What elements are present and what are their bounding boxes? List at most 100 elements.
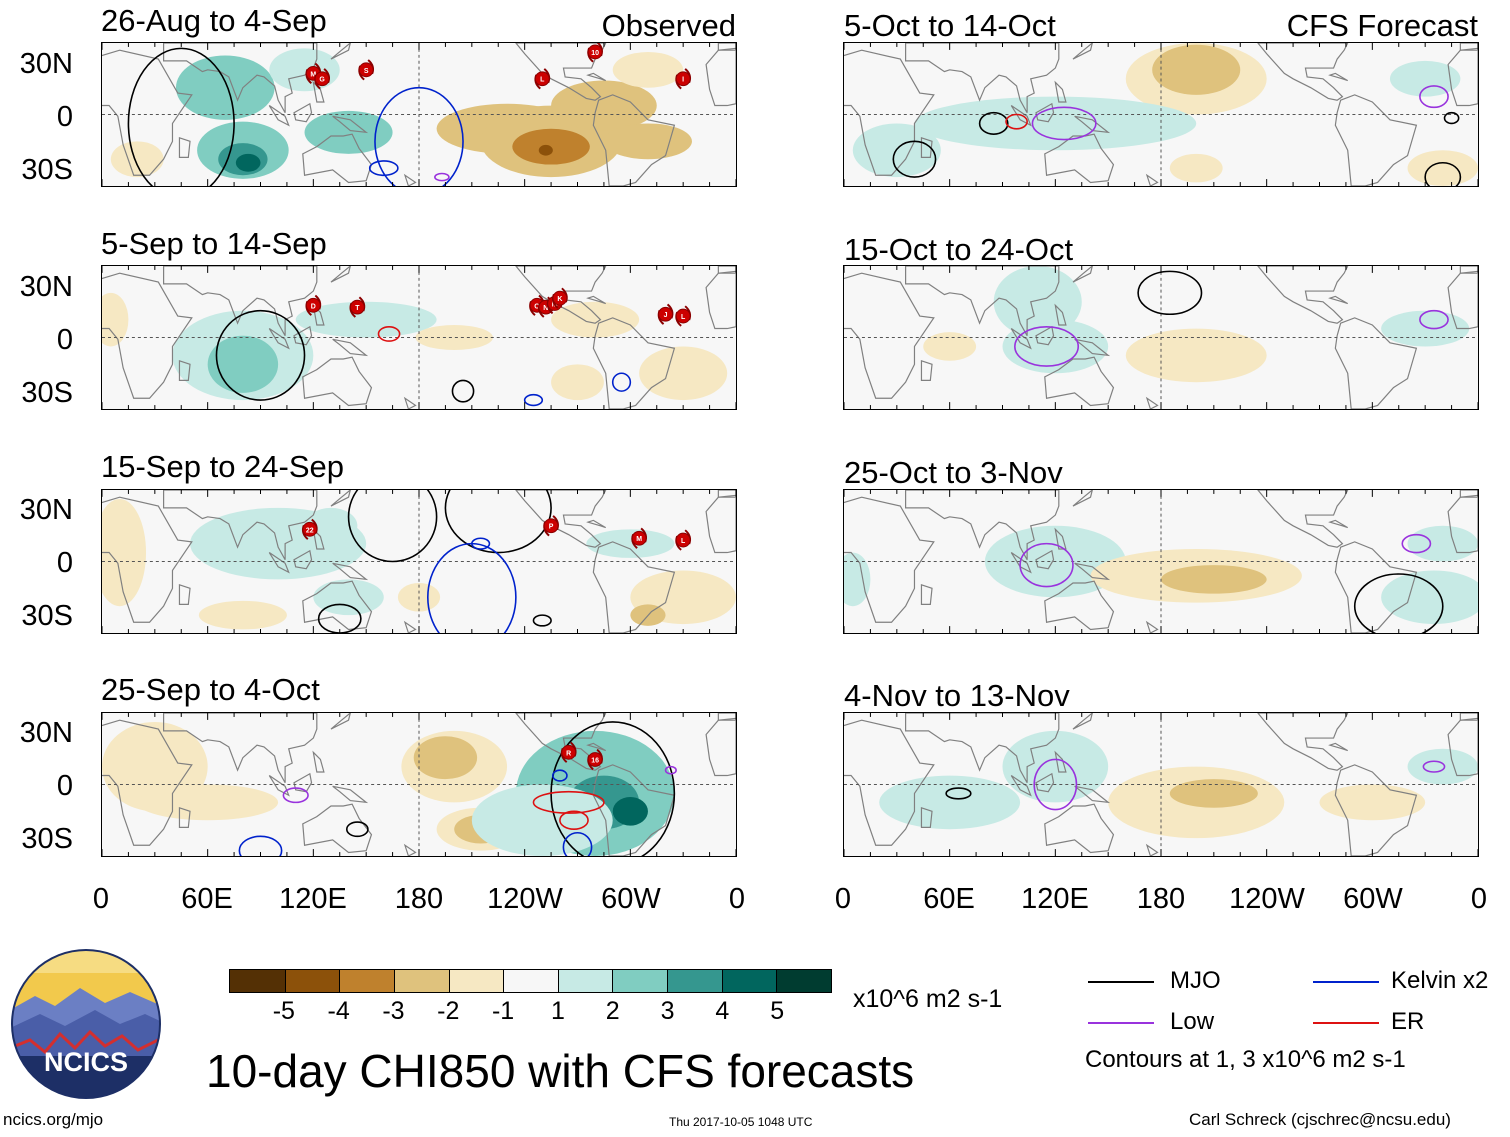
anomaly-shading — [1161, 565, 1267, 594]
storm-marker: R — [560, 741, 577, 763]
storm-label: R — [566, 750, 571, 757]
coastline — [178, 359, 191, 381]
anomaly-shading — [993, 266, 1082, 338]
panel-title-2: 5-Sep to 14-Sep — [101, 226, 327, 261]
coastline — [1010, 775, 1032, 797]
coastline — [844, 496, 935, 623]
coastline — [1257, 266, 1349, 324]
anomaly-shading — [1169, 779, 1258, 808]
contour-line — [377, 325, 401, 342]
coastline — [403, 843, 417, 856]
coastline — [1328, 72, 1349, 82]
coastline — [705, 272, 736, 330]
map-svg — [844, 490, 1478, 633]
contour-line — [559, 810, 589, 830]
coastline — [1447, 496, 1478, 554]
map-svg — [844, 43, 1478, 186]
lat-tick-30s: 30S — [21, 823, 73, 855]
coastline — [102, 496, 193, 623]
legend-kelvin-line — [1313, 981, 1379, 983]
coastline — [102, 272, 193, 399]
coastline — [1054, 80, 1067, 103]
anomaly-shading — [413, 736, 478, 780]
footer-url: ncics.org/mjo — [3, 1110, 104, 1129]
coastline — [302, 356, 373, 407]
coastline — [163, 713, 318, 784]
colorbar-swatch — [393, 970, 449, 992]
coastline — [268, 552, 290, 574]
coastline — [1447, 49, 1478, 107]
anomaly-shading — [198, 600, 287, 630]
contour-line — [1019, 542, 1074, 588]
anomaly-shading — [471, 784, 613, 856]
contour-line — [1033, 758, 1078, 811]
coastline — [920, 359, 933, 381]
colorbar-swatch — [448, 970, 504, 992]
coastline — [920, 136, 933, 158]
coastline — [163, 490, 318, 561]
storm-label: O — [534, 303, 540, 310]
storm-marker: 16 — [587, 748, 603, 771]
contour-line — [552, 769, 568, 782]
storm-marker: L — [534, 68, 551, 90]
map-panel-7 — [843, 489, 1479, 634]
storm-marker: J — [657, 303, 674, 325]
storm-marker: M — [631, 527, 647, 549]
coastline — [1145, 396, 1159, 409]
contour-line — [215, 309, 306, 401]
anomaly-shading — [304, 110, 393, 154]
coastline — [403, 396, 417, 409]
coastline — [1334, 764, 1418, 856]
coastline — [1447, 719, 1478, 777]
contour-line — [523, 393, 544, 407]
storm-label: P — [549, 524, 554, 531]
coastline — [1074, 562, 1111, 581]
map-svg: R 16 — [102, 713, 736, 856]
coastline — [330, 713, 351, 730]
contour-line — [282, 787, 309, 804]
coastline — [1459, 490, 1478, 498]
colorbar-tick-label: -2 — [437, 997, 460, 1025]
storm-marker: L — [675, 305, 692, 327]
colorbar-swatch — [284, 970, 340, 992]
map-svg: 22 P M L — [102, 490, 736, 633]
anomaly-shading — [1407, 748, 1478, 785]
anomaly-shading — [235, 153, 261, 172]
coastline — [1334, 317, 1418, 409]
coastline — [1257, 43, 1349, 101]
coastline — [586, 72, 607, 82]
contour-line — [345, 821, 369, 838]
storm-label: I — [682, 77, 684, 84]
lon-tick-120w: 120W — [1229, 883, 1305, 915]
colorbar-tick-label: -3 — [382, 997, 405, 1025]
coastline — [1035, 325, 1055, 346]
coastline — [1035, 102, 1055, 123]
map-panel-8 — [843, 712, 1479, 857]
coastline — [1072, 266, 1093, 283]
lat-tick-eq: 0 — [56, 324, 73, 356]
coastline — [905, 713, 1060, 784]
contour-line — [1424, 161, 1462, 186]
anomaly-shading — [1002, 319, 1109, 374]
anomaly-shading — [551, 364, 604, 401]
coastline — [705, 49, 736, 107]
lat-tick-eq: 0 — [56, 101, 73, 133]
anomaly-shading — [269, 48, 340, 92]
storm-label: M — [310, 71, 316, 78]
coastline — [312, 527, 325, 550]
lon-tick-120e: 120E — [1021, 883, 1089, 915]
coastline — [1074, 115, 1111, 134]
storm-marker: D — [305, 294, 322, 316]
anomaly-shading — [102, 292, 129, 347]
coastline — [586, 519, 607, 529]
coastline — [592, 764, 676, 856]
lon-tick-60e: 60E — [923, 883, 975, 915]
coastline — [1035, 549, 1055, 570]
colorbar-tick-label: -5 — [272, 997, 295, 1025]
coastline — [268, 775, 290, 797]
anomaly-shading — [1319, 784, 1426, 821]
storm-label: J — [664, 312, 668, 319]
coastline — [312, 750, 325, 773]
